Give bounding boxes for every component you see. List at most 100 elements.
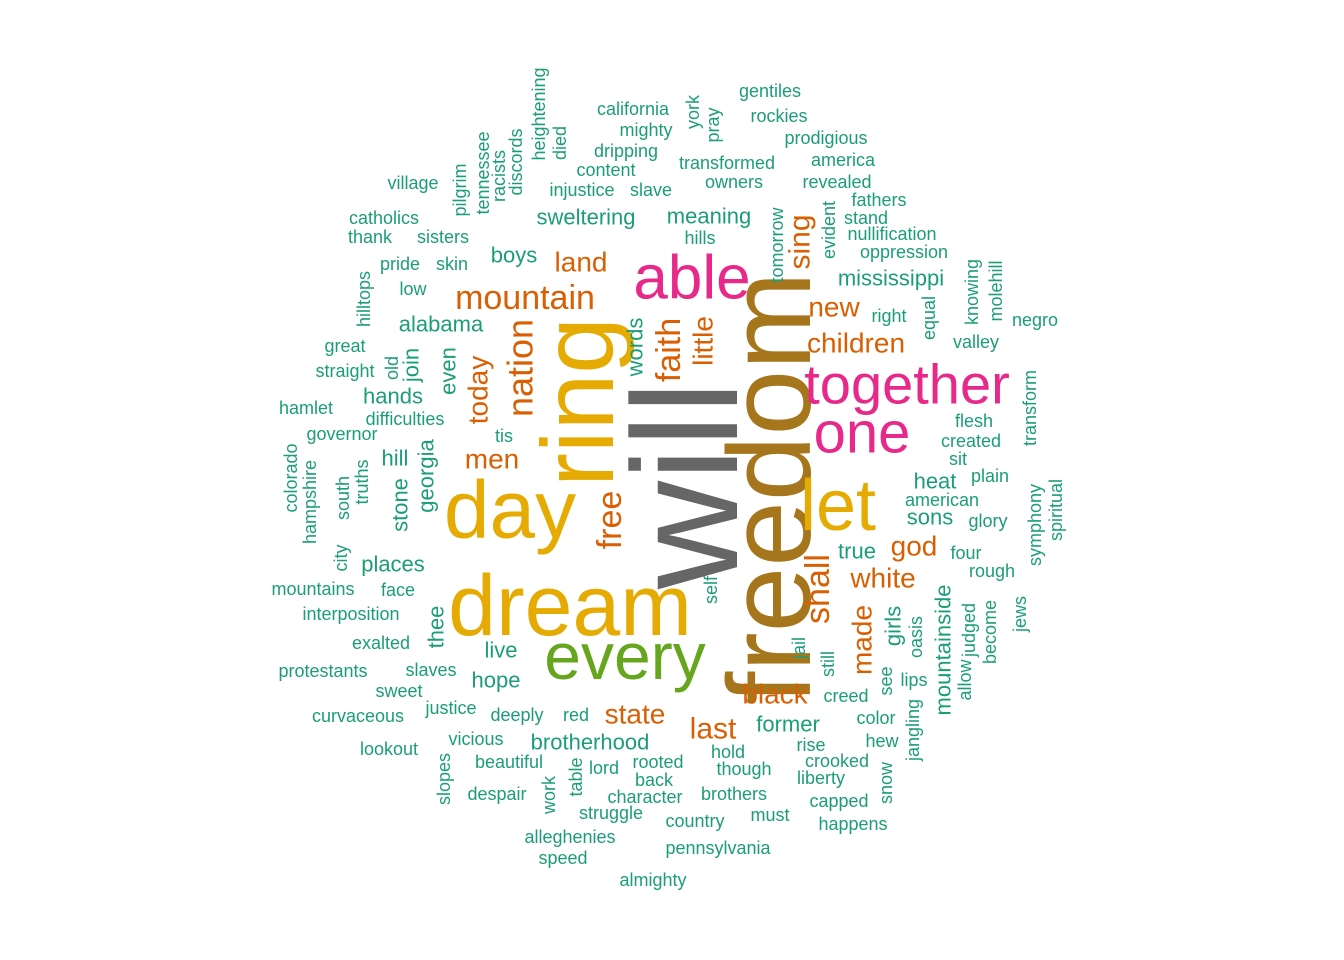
word-right: right — [871, 306, 906, 326]
word-join: join — [399, 348, 424, 383]
word-hope: hope — [472, 668, 521, 693]
word-almighty: almighty — [619, 870, 686, 890]
word-ring: ring — [521, 317, 635, 487]
word-dream: dream — [448, 558, 692, 654]
word-difficulties: difficulties — [366, 409, 445, 429]
word-creed: creed — [823, 686, 868, 706]
word-flesh: flesh — [955, 411, 993, 431]
word-mountain: mountain — [455, 279, 595, 317]
word-pilgrim: pilgrim — [450, 163, 470, 216]
word-girls: girls — [881, 606, 906, 646]
word-words: words — [623, 318, 648, 378]
word-equal: equal — [919, 296, 939, 340]
word-city: city — [331, 545, 351, 572]
word-beautiful: beautiful — [475, 752, 543, 772]
word-state: state — [605, 699, 666, 730]
word-jews: jews — [1010, 596, 1030, 633]
word-will: will — [601, 381, 769, 590]
word-skin: skin — [436, 254, 468, 274]
word-low: low — [399, 279, 427, 299]
word-god: god — [891, 531, 938, 562]
word-curvaceous: curvaceous — [312, 706, 404, 726]
word-happens: happens — [818, 814, 887, 834]
word-pray: pray — [703, 107, 723, 142]
word-georgia: georgia — [414, 439, 439, 513]
word-true: true — [838, 539, 876, 564]
word-back: back — [635, 770, 674, 790]
word-crooked: crooked — [805, 751, 869, 771]
word-rooted: rooted — [632, 752, 683, 772]
word-fathers: fathers — [851, 190, 906, 210]
word-made: made — [847, 605, 878, 675]
word-rockies: rockies — [750, 106, 807, 126]
word-shall: shall — [799, 554, 837, 624]
word-mississippi: mississippi — [838, 266, 944, 291]
word-live: live — [484, 638, 517, 663]
word-america: america — [811, 150, 876, 170]
word-work: work — [539, 775, 559, 815]
word-liberty: liberty — [797, 768, 845, 788]
word-heat: heat — [914, 469, 957, 494]
word-though: though — [716, 759, 771, 779]
word-hamlet: hamlet — [279, 398, 333, 418]
word-become: become — [980, 600, 1000, 664]
word-slave: slave — [630, 180, 672, 200]
word-symphony: symphony — [1025, 484, 1045, 566]
word-evident: evident — [819, 201, 839, 259]
word-despair: despair — [467, 784, 526, 804]
word-revealed: revealed — [802, 172, 871, 192]
word-protestants: protestants — [278, 661, 367, 681]
word-pennsylvania: pennsylvania — [665, 838, 771, 858]
word-california: california — [597, 99, 670, 119]
word-alabama: alabama — [399, 312, 484, 337]
word-discords: discords — [506, 128, 526, 195]
word-sweet: sweet — [375, 681, 422, 701]
word-hew: hew — [865, 731, 899, 751]
word-oasis: oasis — [906, 616, 926, 658]
word-hilltops: hilltops — [354, 271, 374, 327]
word-together: together — [804, 353, 1010, 416]
word-one: one — [814, 401, 911, 466]
word-jangling: jangling — [903, 699, 923, 762]
word-places: places — [361, 552, 425, 577]
word-rough: rough — [969, 561, 1015, 581]
word-sweltering: sweltering — [536, 205, 635, 230]
word-speed: speed — [538, 848, 587, 868]
word-lips: lips — [900, 670, 927, 690]
word-sing: sing — [784, 214, 817, 269]
word-village: village — [387, 173, 438, 193]
word-deeply: deeply — [490, 705, 543, 725]
word-molehill: molehill — [986, 260, 1006, 321]
word-hampshire: hampshire — [300, 460, 320, 544]
word-men: men — [465, 444, 519, 475]
word-oppression: oppression — [860, 242, 948, 262]
word-truths: truths — [352, 459, 372, 504]
word-white: white — [849, 563, 915, 594]
word-alleghenies: alleghenies — [524, 827, 615, 847]
word-exalted: exalted — [352, 633, 410, 653]
word-owners: owners — [705, 172, 763, 192]
word-boys: boys — [491, 243, 537, 268]
word-spiritual: spiritual — [1046, 479, 1066, 541]
word-injustice: injustice — [549, 180, 614, 200]
word-mountainside: mountainside — [931, 585, 956, 716]
word-mountains: mountains — [271, 579, 354, 599]
word-valley: valley — [953, 332, 999, 352]
word-nation: nation — [500, 319, 541, 417]
word-lord: lord — [589, 758, 619, 778]
word-thee: thee — [424, 606, 449, 649]
word-interposition: interposition — [302, 604, 399, 624]
word-dripping: dripping — [594, 141, 658, 161]
word-former: former — [756, 712, 820, 737]
word-hands: hands — [363, 384, 423, 409]
word-stone: stone — [388, 478, 413, 532]
word-vicious: vicious — [448, 729, 503, 749]
word-governor: governor — [306, 424, 377, 444]
word-gentiles: gentiles — [739, 81, 801, 101]
word-character: character — [607, 787, 682, 807]
word-brotherhood: brotherhood — [531, 730, 650, 755]
word-red: red — [563, 705, 589, 725]
word-colorado: colorado — [281, 443, 301, 512]
word-tomorrow: tomorrow — [767, 206, 787, 282]
word-transformed: transformed — [679, 153, 775, 173]
